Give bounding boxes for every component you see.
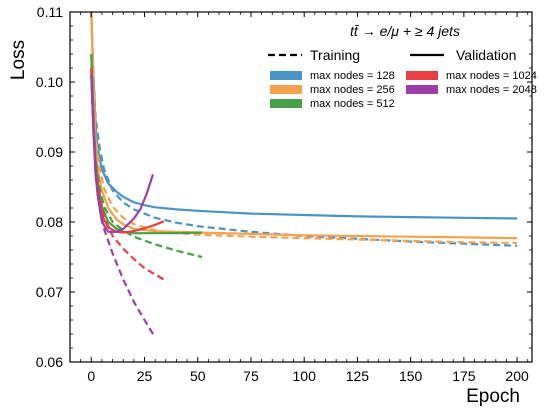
legend-swatch-series-2	[270, 85, 302, 94]
x-tick-label: 0	[87, 368, 95, 384]
legend-label-series-2: max nodes = 256	[310, 84, 395, 96]
x-tick-label: 100	[293, 368, 317, 384]
legend-label-series-5: max nodes = 2048	[446, 84, 537, 96]
legend-swatch-series-4	[406, 71, 438, 80]
legend-swatch-series-3	[270, 99, 302, 108]
x-axis-label: Epoch	[466, 386, 520, 407]
legend-validation-label: Validation	[456, 47, 516, 63]
ticks-layer: 0 25 50 75 100 125 150 175 200 0.06 0.07 0.08 0.09 0.…	[36, 4, 532, 384]
y-tick-label: 0.07	[36, 284, 63, 300]
series-1-validation-line	[90, 11, 518, 220]
plot-frame	[69, 11, 533, 363]
legend-training-label: Training	[310, 47, 360, 63]
x-tick-label: 75	[243, 368, 259, 384]
y-tick-label: 0.09	[36, 144, 63, 160]
legend-swatch-series-1	[270, 71, 302, 80]
legend-label-series-3: max nodes = 512	[310, 98, 395, 110]
y-tick-label: 0.06	[36, 354, 63, 370]
x-tick-label: 175	[452, 368, 476, 384]
series-2-validation-line	[90, 11, 518, 240]
series-1-training-line	[90, 11, 518, 247]
y-tick-label: 0.08	[36, 214, 63, 230]
legend-entries: max nodes = 128 max nodes = 256 max nodes …	[270, 70, 537, 110]
chart-title: tt̄ → e/μ + ≥ 4 jets	[350, 23, 460, 39]
x-tick-label: 200	[505, 368, 529, 384]
y-axis-label: Loss	[8, 40, 29, 80]
y-tick-label: 0.11	[37, 4, 63, 20]
x-tick-label: 50	[190, 368, 206, 384]
x-tick-label: 25	[137, 368, 153, 384]
series-layer	[90, 11, 518, 335]
y-tick-label: 0.10	[36, 74, 63, 90]
x-tick-label: 125	[346, 368, 370, 384]
series-5-validation-line	[90, 74, 155, 233]
legend-label-series-1: max nodes = 128	[310, 70, 395, 82]
legend-swatch-series-5	[406, 85, 438, 94]
series-4-training-line	[90, 67, 165, 281]
x-tick-label: 150	[399, 368, 423, 384]
legend-label-series-4: max nodes = 1024	[446, 70, 537, 82]
